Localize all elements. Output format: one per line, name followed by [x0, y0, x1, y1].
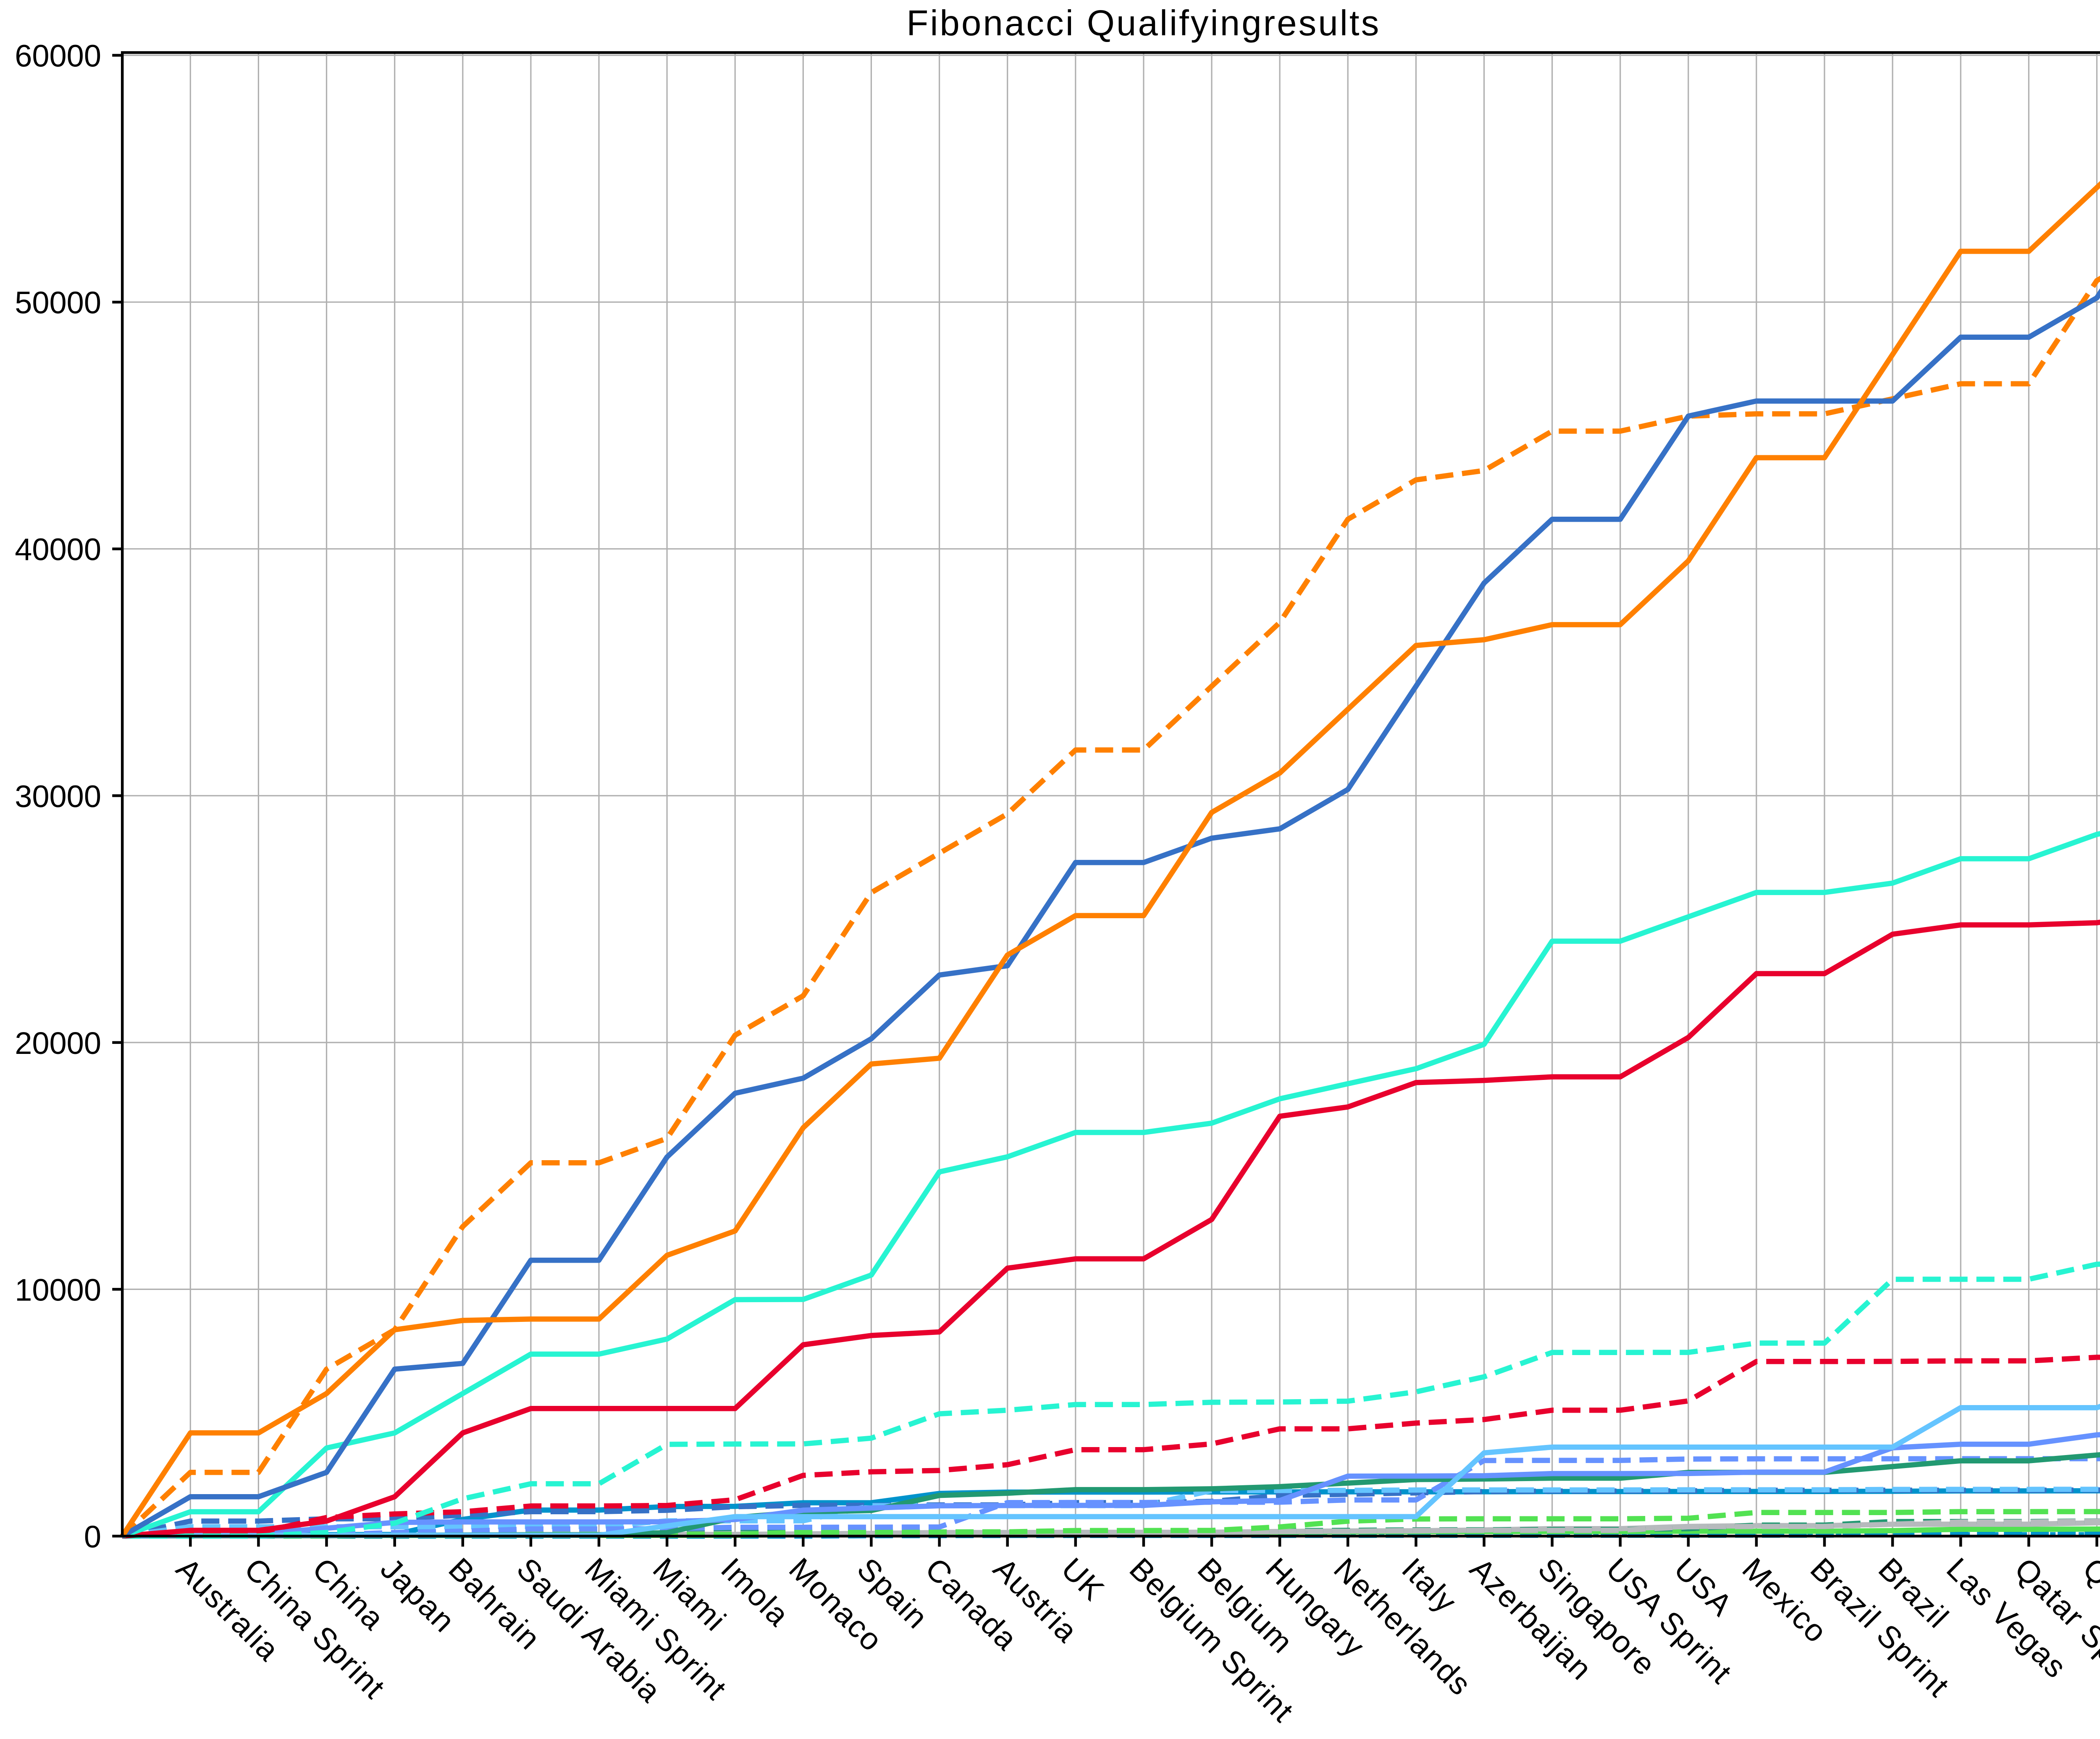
svg-text:60000: 60000 [15, 39, 101, 74]
svg-text:50000: 50000 [15, 285, 101, 320]
svg-text:0: 0 [84, 1519, 101, 1554]
svg-text:30000: 30000 [15, 779, 101, 814]
svg-text:40000: 40000 [15, 532, 101, 567]
svg-text:Fibonacci Qualifyingresults: Fibonacci Qualifyingresults [906, 3, 1381, 43]
svg-text:10000: 10000 [15, 1272, 101, 1307]
svg-text:20000: 20000 [15, 1026, 101, 1061]
